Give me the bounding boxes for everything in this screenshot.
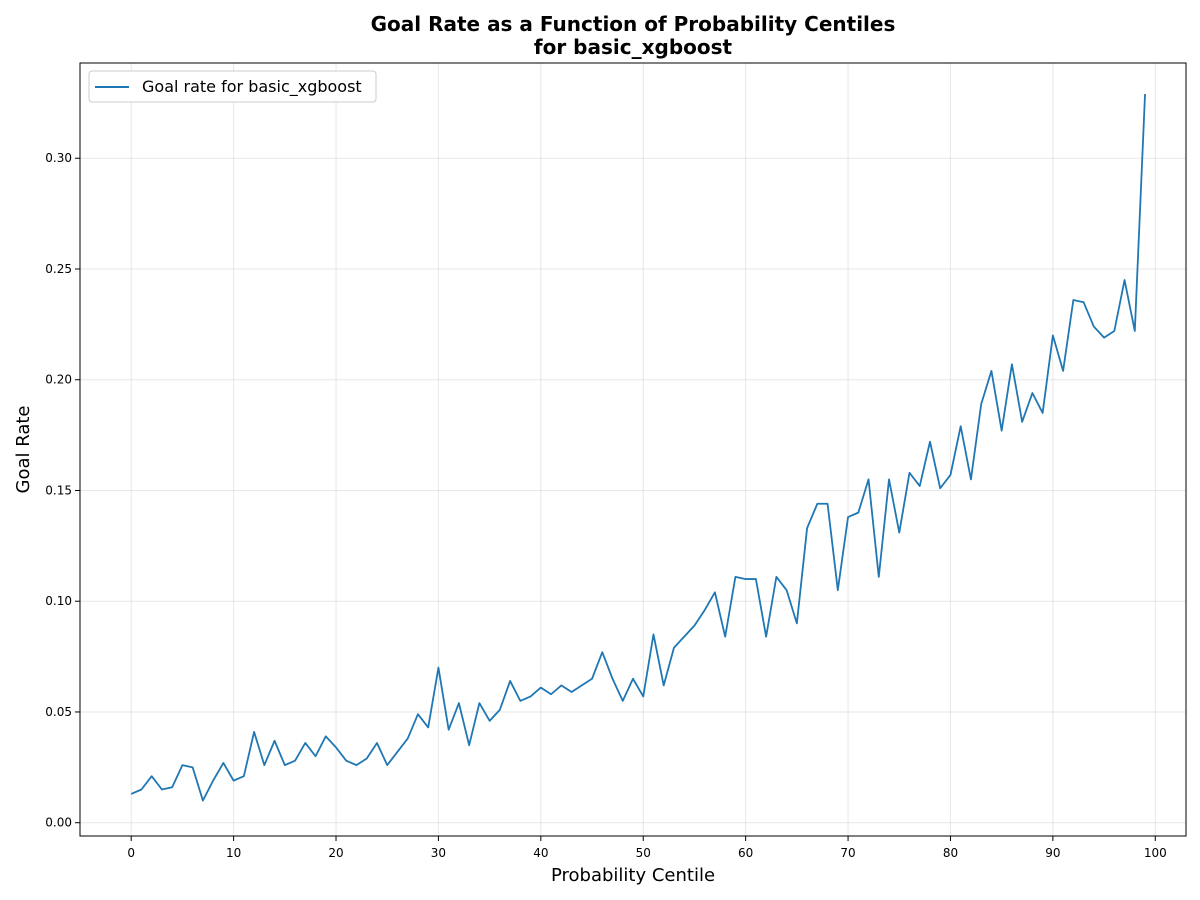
- x-tick-label: 60: [738, 846, 753, 860]
- x-tick-label: 100: [1144, 846, 1167, 860]
- y-tick-label: 0.30: [45, 151, 72, 165]
- x-tick-label: 90: [1045, 846, 1060, 860]
- series-layer: [130, 93, 1146, 802]
- x-tick-label: 50: [636, 846, 651, 860]
- series-line-0: [130, 93, 1146, 802]
- x-tick-label: 30: [431, 846, 446, 860]
- y-tick-label: 0.00: [45, 816, 72, 830]
- y-axis-label: Goal Rate: [13, 406, 34, 494]
- chart-title-line-1: Goal Rate as a Function of Probability C…: [371, 12, 896, 36]
- y-tick-label: 0.05: [45, 705, 72, 719]
- y-tick-label: 0.25: [45, 262, 72, 276]
- grid-lines: [80, 63, 1186, 836]
- legend-box: [88, 70, 377, 103]
- y-tick-label: 0.10: [45, 594, 72, 608]
- axis-ticks: 0 10 20 30 40 50 60 70 80 90 100 0.00 0.05 0.10 0.15 0.…: [45, 151, 1166, 860]
- y-tick-label: 0.20: [45, 373, 72, 387]
- x-tick-label: 0: [127, 846, 135, 860]
- x-tick-label: 40: [533, 846, 548, 860]
- y-tick-label: 0.15: [45, 483, 72, 497]
- x-tick-label: 10: [226, 846, 241, 860]
- legend-entry-label: Goal rate for basic_xgboost: [142, 77, 362, 97]
- chart-title-line-2: for basic_xgboost: [534, 35, 733, 59]
- x-tick-label: 20: [328, 846, 343, 860]
- legend: Goal rate for basic_xgboost: [88, 70, 377, 103]
- x-tick-label: 80: [943, 846, 958, 860]
- plot-area-frame: [79, 62, 1187, 837]
- x-tick-label: 70: [840, 846, 855, 860]
- x-axis-label: Probability Centile: [551, 865, 715, 886]
